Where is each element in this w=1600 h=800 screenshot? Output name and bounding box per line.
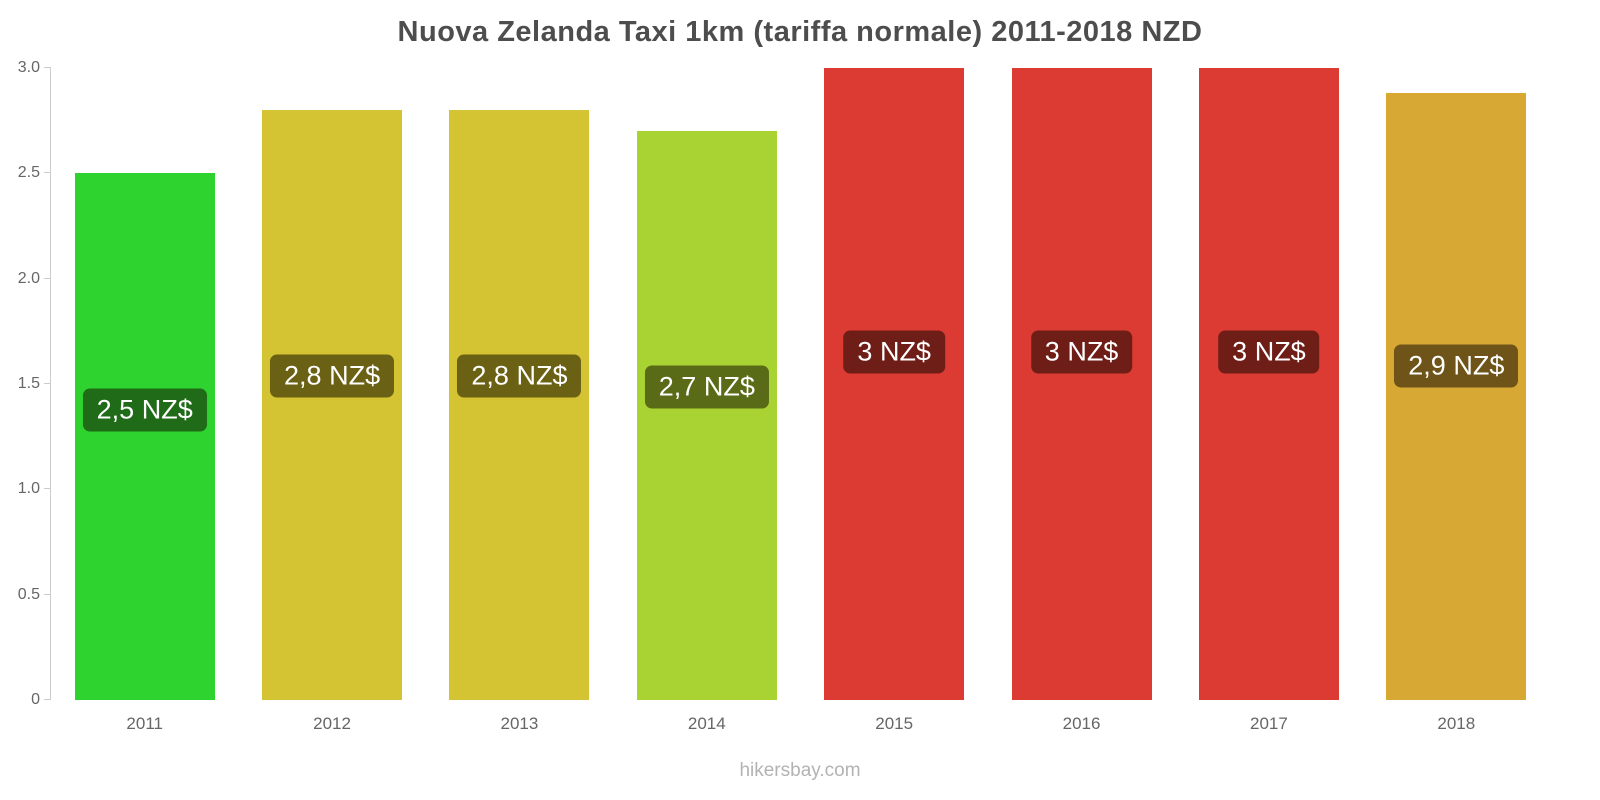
bar-slot-2013: 2,8 NZ$ 2013 <box>426 68 613 733</box>
bar-2012: 2,8 NZ$ <box>262 110 403 700</box>
y-tick-label: 1.5 <box>17 375 40 392</box>
y-tick-label: 0.5 <box>17 585 40 603</box>
bar-slot-2015: 3 NZ$ 2015 <box>801 68 988 733</box>
y-tick-mark <box>44 277 51 279</box>
bar-2016: 3 NZ$ <box>1011 68 1152 700</box>
x-tick-label-2016: 2016 <box>1062 714 1101 733</box>
bar-slot-2016: 3 NZ$ 2016 <box>988 68 1175 733</box>
bar-2015: 3 NZ$ <box>824 68 965 700</box>
x-tick-label-2017: 2017 <box>1250 714 1288 733</box>
y-tick-label: 0 <box>31 691 40 708</box>
bar-slot-2011: 2,5 NZ$ 2011 <box>51 68 238 733</box>
y-tick-label: 2.5 <box>17 164 40 182</box>
value-badge-2014: 2,7 NZ$ <box>644 365 769 409</box>
y-tick-mark <box>44 67 51 68</box>
bar-2013: 2,8 NZ$ <box>449 110 590 700</box>
bar-slot-2018: 2,9 NZ$ 2018 <box>1363 68 1550 733</box>
x-tick-label-2013: 2013 <box>500 714 539 733</box>
y-axis: 0 0.5 1.0 1.5 2.0 2.5 3.0 <box>0 59 46 708</box>
value-badge-2011: 2,5 NZ$ <box>82 388 207 432</box>
y-tick-mark <box>44 593 51 595</box>
x-tick-label-2014: 2014 <box>687 714 726 733</box>
bar-2017: 3 NZ$ <box>1198 68 1339 700</box>
y-tick-label: 2.0 <box>17 269 40 287</box>
chart-title: Nuova Zelanda Taxi 1km (tariffa normale)… <box>397 16 1203 48</box>
bar-slot-2012: 2,8 NZ$ 2012 <box>238 68 425 733</box>
x-tick-label-2012: 2012 <box>313 714 351 733</box>
value-badge-2013: 2,8 NZ$ <box>457 354 582 398</box>
value-badge-2016: 3 NZ$ <box>1030 330 1133 374</box>
bar-slot-2017: 3 NZ$ 2017 <box>1175 68 1362 733</box>
value-badge-2017: 3 NZ$ <box>1218 330 1320 374</box>
bar-2018: 2,9 NZ$ <box>1386 93 1527 700</box>
y-tick-label: 3.0 <box>17 59 40 76</box>
x-tick-label-2015: 2015 <box>875 714 914 733</box>
y-tick-mark <box>44 383 51 384</box>
plot-area: 2,5 NZ$ 2011 2,8 NZ$ 2012 2,8 NZ$ 2013 2,7 NZ$… <box>44 67 1550 733</box>
y-tick-mark <box>44 172 51 174</box>
bar-slot-2014: 2,7 NZ$ 2014 <box>613 68 800 733</box>
value-badge-2012: 2,8 NZ$ <box>270 354 395 398</box>
bar-2011: 2,5 NZ$ <box>74 173 215 700</box>
x-tick-label-2018: 2018 <box>1437 714 1476 733</box>
x-tick-label-2011: 2011 <box>126 714 163 733</box>
watermark-link[interactable]: hikersbay.com <box>739 760 861 781</box>
bar-2014: 2,7 NZ$ <box>636 131 777 700</box>
value-badge-2015: 3 NZ$ <box>843 330 945 374</box>
y-tick-mark <box>44 488 51 490</box>
y-tick-label: 1.0 <box>17 480 40 498</box>
value-badge-2018: 2,9 NZ$ <box>1394 344 1519 388</box>
y-tick-mark <box>44 699 51 700</box>
